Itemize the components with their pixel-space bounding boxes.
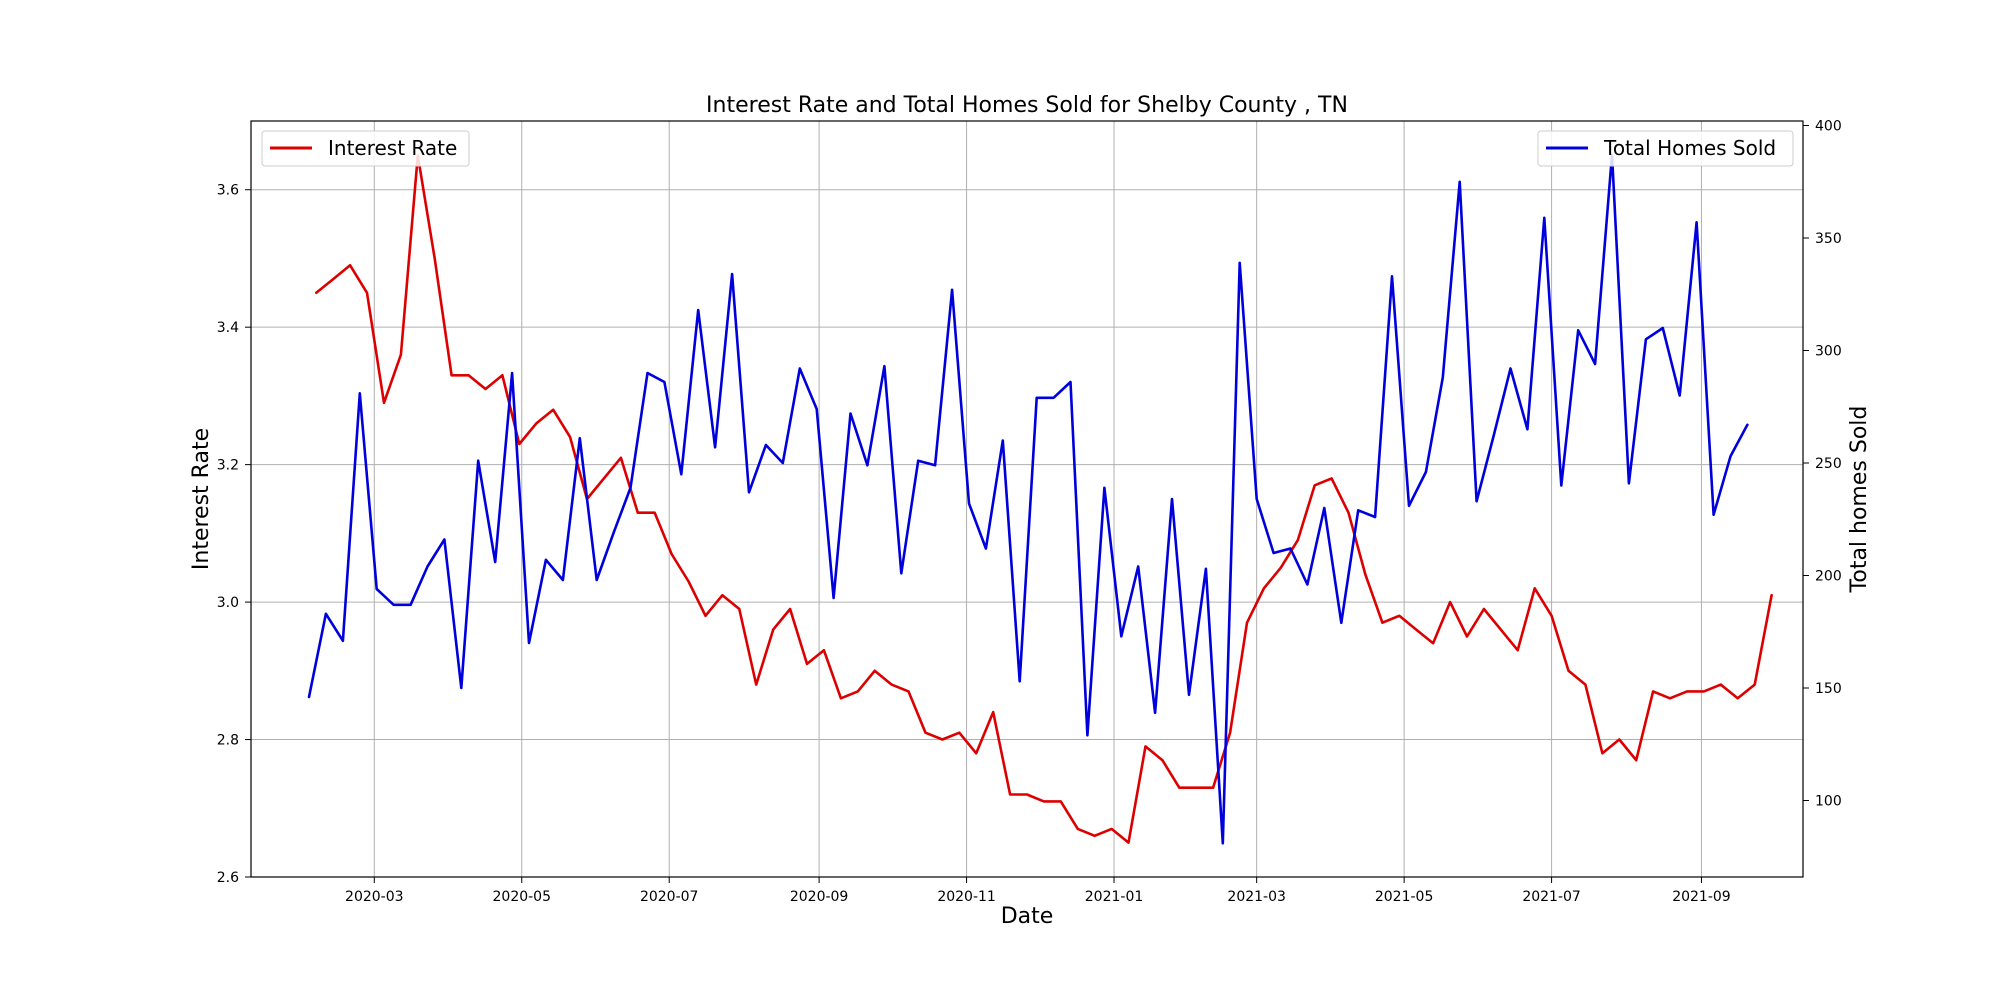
- y-right-tick-label: 100: [1815, 794, 1842, 810]
- legend-box-left: [261, 130, 470, 167]
- series-line-total-homes-sold: [307, 153, 1749, 845]
- x-tick-label: 2021-09: [1672, 889, 1731, 905]
- y-left-tick-label: 3.2: [217, 458, 239, 474]
- x-tick-label: 2020-03: [345, 889, 404, 905]
- y-right-tick-label: 200: [1815, 569, 1842, 585]
- legend-label-interest-rate: Interest Rate: [328, 136, 457, 160]
- x-tick-label: 2021-07: [1522, 889, 1581, 905]
- y-right-tick-label: 300: [1815, 344, 1842, 360]
- x-tick-label: 2020-09: [790, 889, 849, 905]
- x-tick-label: 2021-03: [1227, 889, 1286, 905]
- y-right-tick-label: 400: [1815, 119, 1842, 135]
- y-left-tick-label: 2.8: [217, 733, 239, 749]
- legend-interest-rate: Interest Rate: [261, 130, 470, 167]
- y-right-tick-label: 350: [1815, 231, 1842, 247]
- y-left-tick-label: 2.6: [217, 870, 239, 886]
- y-right-tick-label: 150: [1815, 681, 1842, 697]
- x-tick-label: 2020-11: [937, 889, 996, 905]
- y-left-tick-label: 3.6: [217, 183, 239, 199]
- y-left-tick-label: 3.4: [217, 320, 239, 336]
- ticks-layer: 2020-03 2020-05 2020-07 2020-09 2020-11 2021-…: [217, 119, 1842, 906]
- y-axis-label-right: Total homes Sold: [1847, 406, 1872, 594]
- x-tick-label: 2020-07: [640, 889, 699, 905]
- series-line-interest-rate: [314, 154, 1773, 844]
- plot-area-frame: [250, 120, 1804, 878]
- chart-title: Interest Rate and Total Homes Sold for S…: [706, 93, 1348, 118]
- x-tick-label: 2021-05: [1375, 889, 1434, 905]
- x-tick-label: 2021-01: [1085, 889, 1144, 905]
- y-right-tick-label: 250: [1815, 456, 1842, 472]
- legend-box-right: [1537, 130, 1794, 167]
- legend-total-homes-sold: Total Homes Sold: [1537, 130, 1794, 167]
- y-left-tick-label: 3.0: [217, 595, 239, 611]
- series-layer: [307, 153, 1773, 845]
- x-tick-label: 2020-05: [493, 889, 552, 905]
- legend-label-total-homes-sold: Total Homes Sold: [1603, 136, 1776, 160]
- y-axis-label-left: Interest Rate: [189, 428, 214, 570]
- x-axis-label: Date: [1001, 904, 1054, 929]
